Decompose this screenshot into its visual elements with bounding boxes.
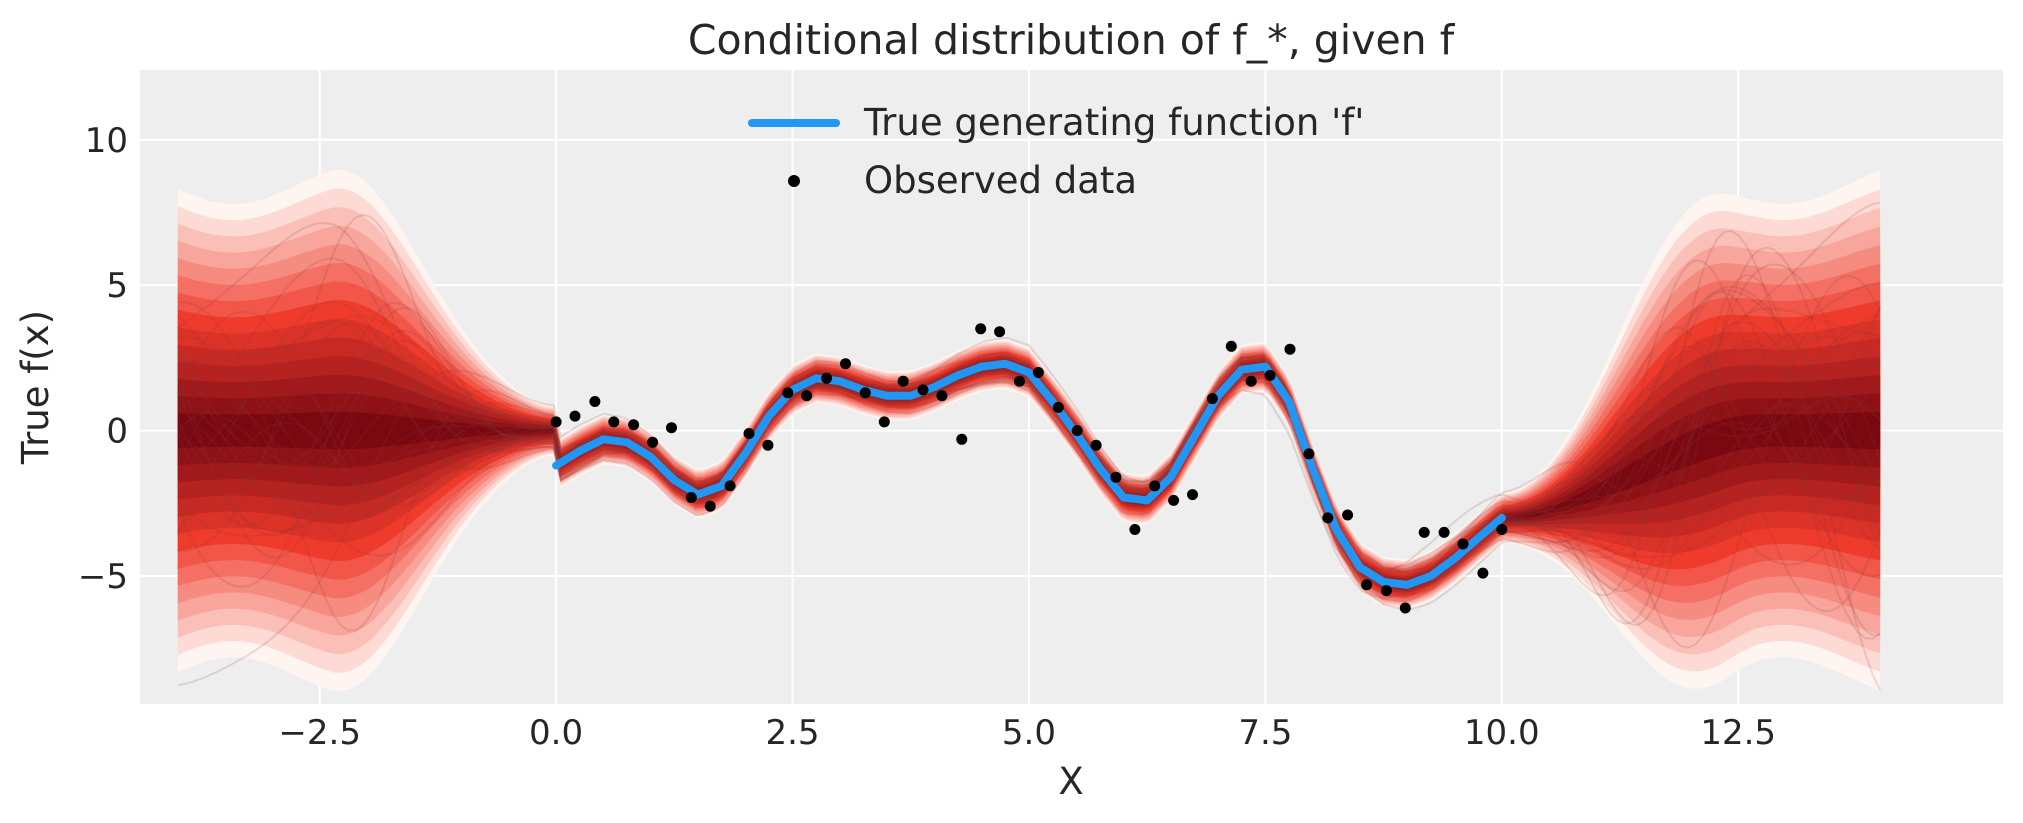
observed-point — [859, 387, 871, 399]
y-tick-label: −5 — [78, 557, 128, 597]
observed-point — [1438, 526, 1450, 538]
x-tick-label: 0.0 — [529, 713, 583, 753]
observed-point — [840, 358, 851, 370]
observed-point — [1187, 489, 1198, 501]
x-tick-label: 12.5 — [1700, 713, 1776, 753]
y-tick-labels: −5 0 5 10 — [78, 121, 128, 597]
x-axis-label: X — [1058, 760, 1083, 803]
observed-point — [1303, 448, 1315, 460]
x-tick-label: 7.5 — [1238, 713, 1292, 753]
observed-point — [1418, 526, 1430, 538]
x-tick-label: 10.0 — [1464, 713, 1540, 753]
observed-point — [1284, 343, 1296, 355]
posterior-sample-line — [176, 306, 1882, 575]
observed-point — [1168, 494, 1180, 506]
observed-point — [1071, 425, 1083, 437]
observed-point — [743, 428, 755, 439]
observed-point — [1090, 439, 1102, 451]
observed-point — [569, 410, 581, 422]
observed-point — [589, 396, 601, 407]
observed-point — [1342, 509, 1354, 521]
posterior-sample-line — [177, 229, 1881, 637]
x-tick-label: −2.5 — [278, 713, 361, 753]
legend-dot-swatch — [788, 175, 800, 187]
observed-point — [994, 326, 1006, 338]
observed-point — [1361, 579, 1373, 591]
observed-point — [897, 375, 909, 387]
posterior-sample-line — [177, 281, 1881, 687]
posterior-sample-line — [177, 259, 1881, 583]
observed-point — [724, 480, 736, 492]
posterior-sample-line — [177, 335, 1881, 590]
observed-point — [1225, 340, 1237, 352]
observed-point — [685, 492, 697, 503]
observed-point — [878, 416, 890, 428]
true-function-line — [552, 359, 1506, 589]
observed-point — [1149, 480, 1161, 492]
posterior-sample-line — [176, 257, 1881, 573]
observed-point — [1399, 602, 1411, 614]
observed-point — [1322, 512, 1334, 524]
x-tick-label: 2.5 — [765, 713, 819, 753]
observed-point — [1110, 471, 1122, 483]
observed-point — [917, 384, 929, 396]
observed-point — [1014, 375, 1025, 387]
observed-point — [1206, 393, 1218, 405]
posterior-sample-line — [177, 290, 1881, 640]
posterior-sample-line — [176, 356, 1881, 578]
y-tick-label: 0 — [106, 412, 128, 452]
posterior-sample-line — [176, 300, 1881, 603]
observed-point — [550, 416, 562, 428]
observed-point — [666, 422, 677, 434]
posterior-sample-line — [177, 340, 1881, 594]
observed-point — [821, 372, 833, 384]
posterior-sample-line — [176, 329, 1881, 589]
y-tick-label: 5 — [106, 266, 128, 306]
observed-point — [801, 390, 813, 402]
legend-label-true-function: True generating function 'f' — [863, 101, 1364, 144]
observed-point — [1129, 524, 1141, 535]
observed-point — [1457, 538, 1469, 550]
posterior-sample-line — [176, 307, 1881, 574]
series — [550, 323, 1508, 614]
observed-point — [762, 439, 774, 451]
observed-point — [704, 500, 716, 512]
y-tick-label: 10 — [85, 121, 128, 161]
observed-point — [628, 419, 640, 431]
posterior-sample-line — [177, 356, 1881, 584]
legend: True generating function 'f' Observed da… — [748, 101, 1364, 202]
observed-point — [1032, 367, 1044, 378]
y-axis-label: True f(x) — [14, 310, 57, 465]
x-tick-labels: −2.5 0.0 2.5 5.0 7.5 10.0 12.5 — [278, 713, 1776, 753]
observed-point — [608, 416, 620, 428]
legend-label-observed: Observed data — [864, 159, 1137, 202]
posterior-sample-line — [177, 361, 1881, 589]
posterior-sample-line — [177, 201, 1881, 611]
observed-point — [936, 390, 948, 402]
observed-point — [1052, 401, 1064, 413]
observed-point — [1264, 369, 1276, 381]
observed-point — [956, 433, 968, 445]
chart-title: Conditional distribution of f_*, given f — [688, 16, 1456, 64]
x-tick-label: 5.0 — [1002, 713, 1056, 753]
posterior-sample-line — [176, 263, 1882, 593]
observed-point — [782, 387, 794, 399]
observed-point — [1477, 567, 1489, 579]
observed-point — [1496, 524, 1508, 535]
observed-point — [647, 436, 659, 448]
posterior-band — [177, 359, 1881, 590]
posterior-sample-line — [177, 288, 1881, 597]
observed-point — [975, 323, 987, 335]
observed-point — [1245, 375, 1257, 387]
observed-point — [1380, 585, 1392, 597]
